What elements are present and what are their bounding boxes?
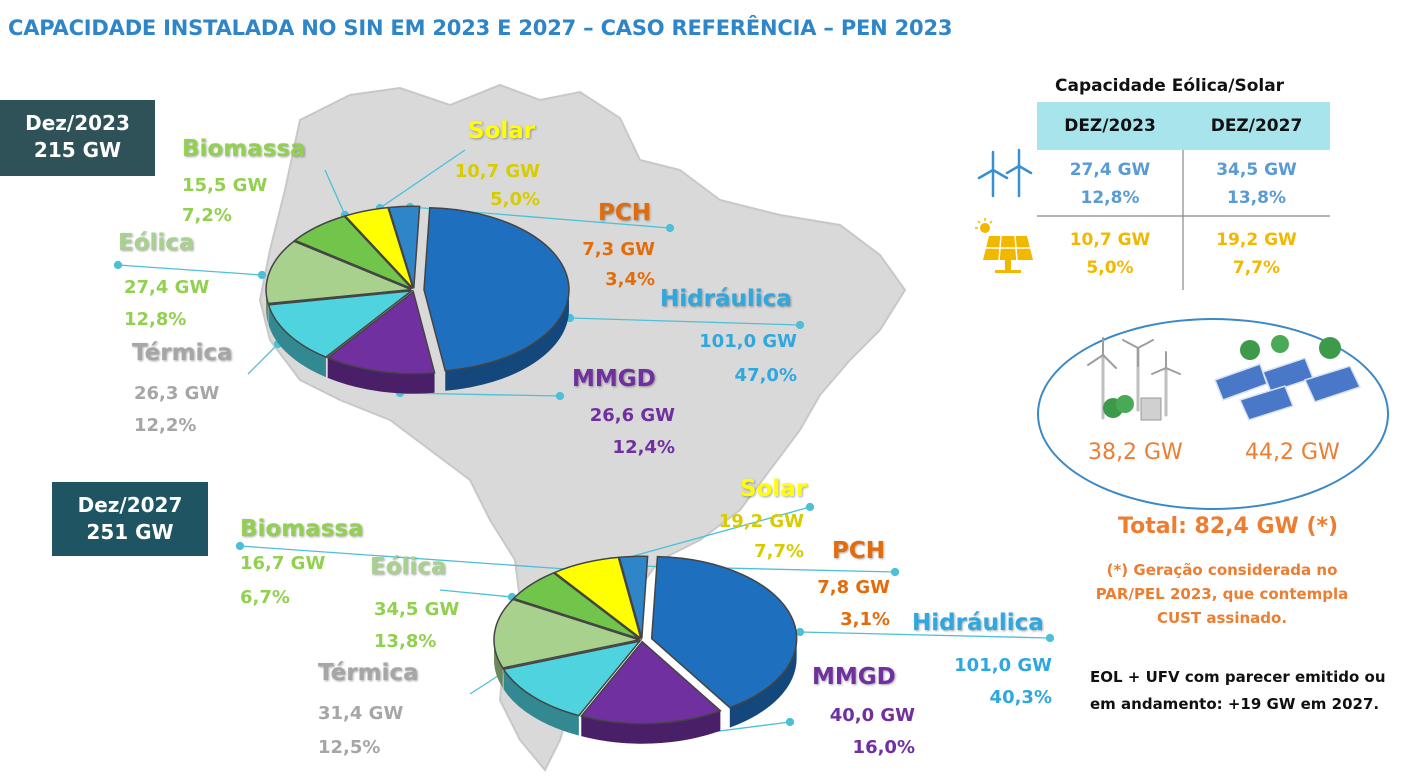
label-2027-solar: Solar xyxy=(740,476,808,502)
value-2023-biomassa-gw: 15,5 GW xyxy=(182,175,268,196)
label-2027-hidraulica: Hidráulica xyxy=(912,610,1044,636)
value-2027-pch-gw: 7,8 GW xyxy=(817,577,890,598)
pie-slice-solar xyxy=(553,556,643,641)
value-2023-solar-gw: 10,7 GW xyxy=(454,161,540,182)
badge-2023-date: Dez/2023 xyxy=(25,111,130,135)
value-2023-biomassa-pct: 7,2% xyxy=(182,205,232,226)
pie-slice-eolica xyxy=(265,240,412,305)
cell-eol-2023-gw: 27,4 GW xyxy=(1069,160,1151,180)
pie-side-eolica xyxy=(494,639,503,688)
solar-panel-icon xyxy=(975,218,1033,273)
pie-slice-termica xyxy=(502,639,642,717)
cell-eol-2023-pct: 12,8% xyxy=(1080,188,1140,208)
value-2027-solar-gw: 19,2 GW xyxy=(718,511,804,532)
pie-side-mmgd xyxy=(581,710,721,744)
value-2027-solar-pct: 7,7% xyxy=(754,541,804,562)
cell-eol-2027-gw: 34,5 GW xyxy=(1216,160,1297,180)
pie-slice-mmgd xyxy=(326,290,436,375)
pie-slice-solar xyxy=(343,206,414,289)
page-title: CAPACIDADE INSTALADA NO SIN EM 2023 E 20… xyxy=(8,16,953,40)
value-2023-eolica-pct: 12,8% xyxy=(124,309,187,330)
table-header-2023: DEZ/2023 xyxy=(1037,102,1183,150)
badge-2027-total: 251 GW xyxy=(86,520,174,544)
wind-total: 38,2 GW xyxy=(1088,440,1183,465)
pie-slice-eolica xyxy=(493,598,642,669)
pie-2023 xyxy=(265,205,570,394)
value-2023-termica-pct: 12,2% xyxy=(134,415,197,436)
eol-ufv-note: EOL + UFV com parecer emitido ou em anda… xyxy=(1090,668,1386,713)
value-2023-mmgd-pct: 12,4% xyxy=(612,437,675,458)
value-2027-hidraulica-pct: 40,3% xyxy=(989,687,1052,708)
pie-slice-biomassa xyxy=(512,572,641,640)
label-2023-mmgd: MMGD xyxy=(572,366,656,392)
value-2027-pch-pct: 3,1% xyxy=(840,609,890,630)
label-2027-eolica: Eólica xyxy=(370,554,447,580)
pie-side-termica xyxy=(503,669,579,736)
pie-side-termica xyxy=(268,304,326,378)
value-2027-mmgd-pct: 16,0% xyxy=(852,737,915,758)
total-capacity: Total: 82,4 GW (*) xyxy=(1118,514,1339,539)
label-2023-pch: PCH xyxy=(598,200,651,226)
badge-2023-total: 215 GW xyxy=(33,138,122,162)
table-grid xyxy=(1037,150,1330,290)
value-2023-mmgd-gw: 26,6 GW xyxy=(589,405,675,426)
value-2027-mmgd-gw: 40,0 GW xyxy=(829,705,915,726)
cell-sol-2027-pct: 7,7% xyxy=(1232,258,1281,278)
value-2023-pch-pct: 3,4% xyxy=(605,269,655,290)
solar-total: 44,2 GW xyxy=(1245,440,1340,465)
pie-slice-pch xyxy=(387,205,421,289)
cell-eol-2027-pct: 13,8% xyxy=(1227,188,1286,208)
pie-slice-mmgd xyxy=(579,640,722,725)
brazil-map xyxy=(258,83,907,772)
value-2023-termica-gw: 26,3 GW xyxy=(134,383,220,404)
pie-side-hidraulica xyxy=(445,289,569,391)
solar-farm-icon xyxy=(1214,335,1362,421)
value-2023-solar-pct: 5,0% xyxy=(490,189,540,210)
badge-2023: Dez/2023 215 GW xyxy=(0,100,155,176)
label-2023-biomassa: Biomassa xyxy=(182,136,306,162)
cell-sol-2023-pct: 5,0% xyxy=(1086,258,1134,278)
value-2023-hidraulica-pct: 47,0% xyxy=(734,365,797,386)
wind-turbine-icon xyxy=(977,148,1033,198)
value-2023-hidraulica-gw: 101,0 GW xyxy=(699,331,797,352)
label-2027-mmgd: MMGD xyxy=(812,664,896,690)
pie-slice-biomassa xyxy=(293,215,413,290)
value-2027-termica-pct: 12,5% xyxy=(318,737,381,758)
map-shape xyxy=(258,83,907,772)
value-2027-eolica-gw: 34,5 GW xyxy=(374,599,460,620)
label-2023-hidraulica: Hidráulica xyxy=(660,286,792,312)
wind-farm-icon xyxy=(1087,337,1181,421)
value-2023-eolica-gw: 27,4 GW xyxy=(124,277,210,298)
total-footnote: (*) Geração considerada no PAR/PEL 2023,… xyxy=(1095,561,1349,627)
cell-sol-2023-gw: 10,7 GW xyxy=(1069,230,1151,250)
label-2023-solar: Solar xyxy=(468,118,536,144)
pie-side-hidraulica xyxy=(729,638,797,728)
pie-slice-hidraulica xyxy=(423,206,570,372)
value-2027-hidraulica-gw: 101,0 GW xyxy=(954,655,1052,676)
label-2027-biomassa: Biomassa xyxy=(240,516,364,542)
badge-2027-date: Dez/2027 xyxy=(77,493,183,517)
value-2027-eolica-pct: 13,8% xyxy=(374,631,437,652)
pie-slice-pch xyxy=(618,555,649,639)
value-2027-biomassa-pct: 6,7% xyxy=(240,587,290,608)
table-title: Capacidade Eólica/Solar xyxy=(1055,76,1285,96)
value-2023-pch-gw: 7,3 GW xyxy=(582,239,655,260)
pie-slice-hidraulica xyxy=(650,555,798,709)
label-2027-pch: PCH xyxy=(832,538,885,564)
totals-ellipse xyxy=(1037,318,1389,510)
table-header-2027: DEZ/2027 xyxy=(1183,102,1330,150)
pie-slice-termica xyxy=(267,289,414,358)
pie-2027 xyxy=(493,555,798,744)
value-2027-termica-gw: 31,4 GW xyxy=(318,703,404,724)
cell-sol-2027-gw: 19,2 GW xyxy=(1216,230,1297,250)
label-2027-termica: Térmica xyxy=(318,660,419,686)
value-2027-biomassa-gw: 16,7 GW xyxy=(240,553,326,574)
badge-2027: Dez/2027 251 GW xyxy=(52,482,208,556)
label-2023-termica: Térmica xyxy=(132,340,233,366)
label-2023-eolica: Eólica xyxy=(118,230,195,256)
